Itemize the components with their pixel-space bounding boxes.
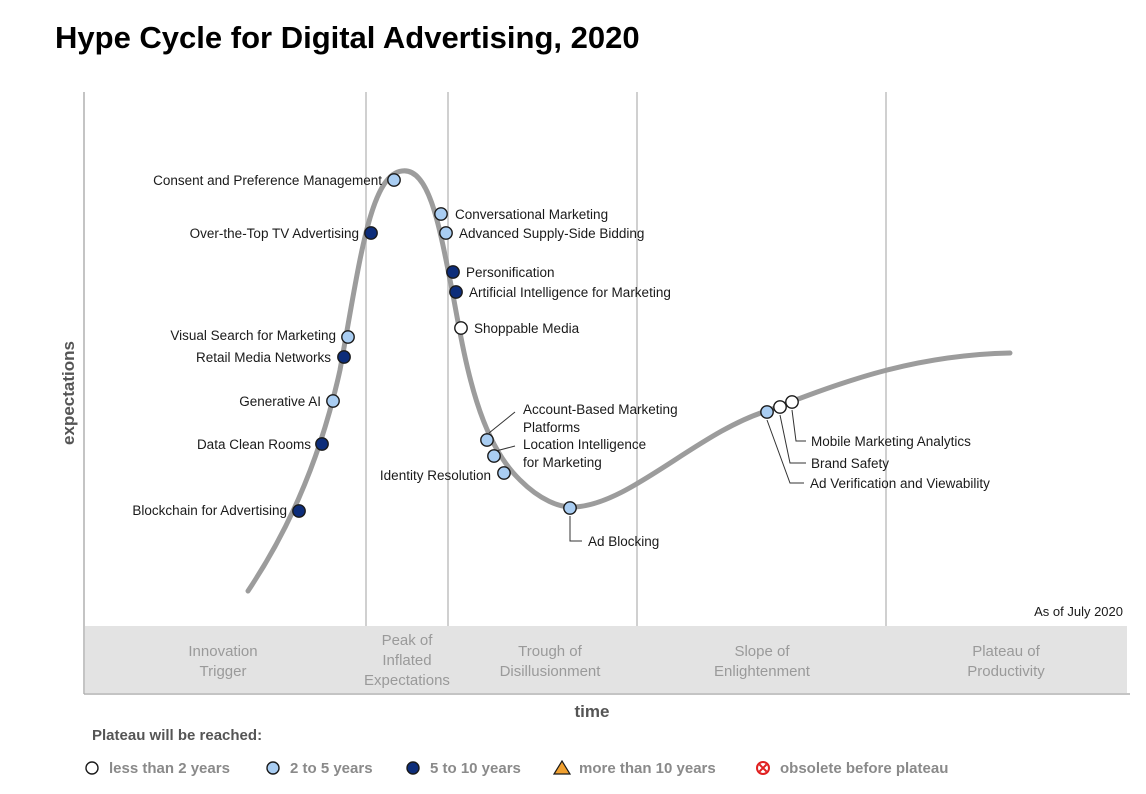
point-label: Platforms — [523, 420, 580, 435]
point-label: Retail Media Networks — [196, 350, 331, 365]
leader-line — [495, 445, 516, 452]
phase-label: Enlightenment — [714, 663, 811, 680]
phase-label: Plateau of — [972, 643, 1040, 660]
point-marker — [487, 449, 501, 463]
point-marker — [563, 501, 577, 515]
phase-label: Disillusionment — [500, 663, 602, 680]
point-label: for Marketing — [523, 455, 602, 470]
legend-marker — [552, 759, 572, 775]
legend-label: more than 10 years — [579, 760, 716, 777]
point-marker — [785, 395, 799, 409]
phase-label: Expectations — [364, 672, 450, 689]
point-label: Brand Safety — [811, 456, 889, 471]
point-label: Ad Verification and Viewability — [810, 476, 990, 491]
as-of-note: As of July 2020 — [1034, 604, 1123, 619]
point-marker — [497, 466, 511, 480]
phase-label: Peak of — [382, 632, 434, 649]
point-marker — [773, 400, 787, 414]
point-marker — [760, 405, 774, 419]
legend-label: 5 to 10 years — [430, 760, 521, 777]
point-label: Consent and Preference Management — [153, 173, 382, 188]
point-label: Mobile Marketing Analytics — [811, 434, 971, 449]
legend-marker — [406, 761, 420, 775]
point-label: Blockchain for Advertising — [132, 503, 287, 518]
phase-label: Trigger — [200, 663, 247, 680]
legend-label: less than 2 years — [109, 760, 230, 777]
point-marker — [387, 173, 401, 187]
leader-line — [766, 419, 804, 484]
point-marker — [446, 265, 460, 279]
point-label: Data Clean Rooms — [197, 437, 311, 452]
phase-label: Productivity — [967, 663, 1045, 680]
point-marker — [434, 207, 448, 221]
phase-label: Trough of — [518, 643, 582, 660]
point-marker — [315, 437, 329, 451]
point-label: Artificial Intelligence for Marketing — [469, 285, 671, 300]
point-label: Generative AI — [239, 394, 321, 409]
chart-title: Hype Cycle for Digital Advertising, 2020 — [55, 20, 640, 55]
point-label: Ad Blocking — [588, 534, 659, 549]
point-marker — [292, 504, 306, 518]
phase-band — [85, 626, 1127, 693]
point-marker — [326, 394, 340, 408]
point-label: Advanced Supply-Side Bidding — [459, 226, 644, 241]
leader-line — [779, 414, 806, 464]
legend-marker — [758, 763, 768, 773]
legend-marker — [266, 761, 280, 775]
point-label: Account-Based Marketing — [523, 402, 678, 417]
point-marker — [439, 226, 453, 240]
point-label: Personification — [466, 265, 555, 280]
phase-label: Inflated — [382, 652, 431, 669]
point-label: Conversational Marketing — [455, 207, 608, 222]
y-axis-title: expectations — [59, 341, 78, 445]
phase-label: Innovation — [188, 643, 257, 660]
point-label: Over-the-Top TV Advertising — [190, 226, 359, 241]
point-marker — [364, 226, 378, 240]
legend-label: obsolete before plateau — [780, 760, 948, 777]
legend-marker — [85, 761, 99, 775]
phase-label: Slope of — [734, 643, 790, 660]
point-marker — [454, 321, 468, 335]
leader-line — [569, 516, 582, 542]
point-marker — [341, 330, 355, 344]
x-axis-title: time — [575, 702, 610, 721]
leader-line — [488, 411, 516, 434]
legend-label: 2 to 5 years — [290, 760, 373, 777]
point-label: Visual Search for Marketing — [170, 328, 336, 343]
point-marker — [337, 350, 351, 364]
point-label: Location Intelligence — [523, 437, 646, 452]
point-label: Identity Resolution — [380, 468, 491, 483]
point-label: Shoppable Media — [474, 321, 580, 336]
point-marker — [449, 285, 463, 299]
legend-heading: Plateau will be reached: — [92, 727, 262, 744]
leader-line — [791, 409, 806, 442]
point-marker — [480, 433, 494, 447]
